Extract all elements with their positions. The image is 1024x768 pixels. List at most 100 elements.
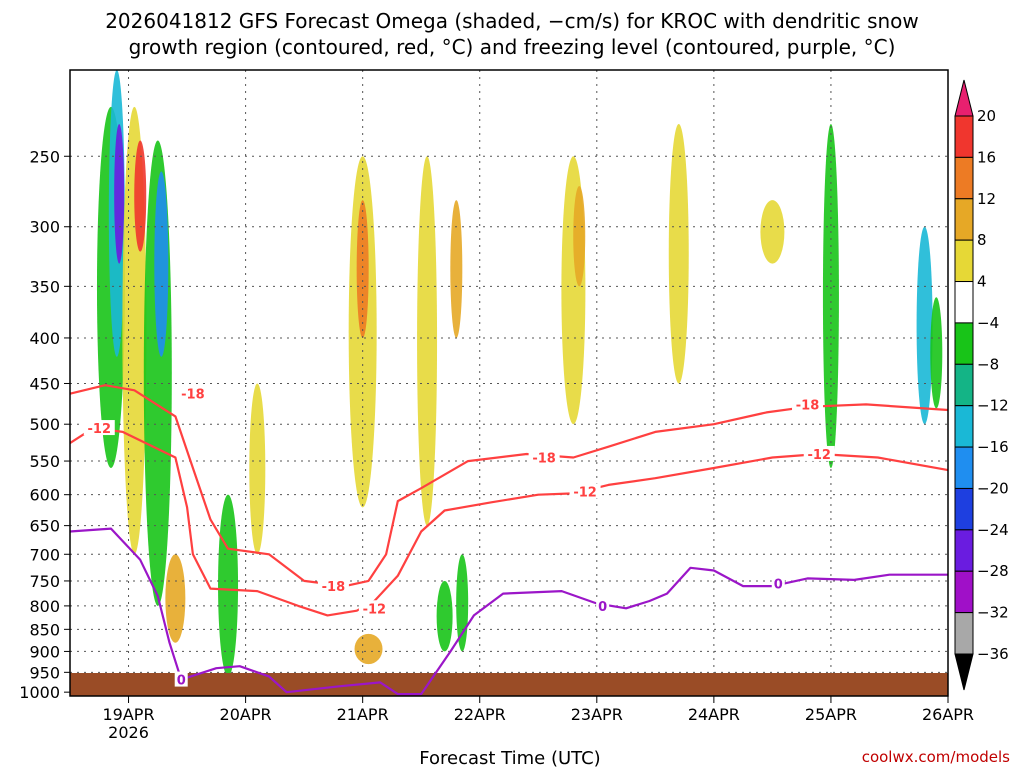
colorbar-top-arrow	[954, 79, 974, 117]
colorbar-segment	[954, 198, 974, 241]
contour-label-bg	[317, 578, 349, 594]
contour-label: -12	[573, 485, 597, 500]
colorbar-segment	[954, 405, 974, 448]
contour-label-bg	[177, 385, 209, 401]
colorbar-segment	[954, 487, 974, 531]
y-tick-label: 450	[29, 374, 60, 393]
y-tick-label: 850	[29, 620, 60, 639]
contour-label: 0	[177, 674, 186, 689]
contour-label-bg	[528, 449, 560, 465]
colorbar-bottom-arrow	[954, 653, 974, 691]
y-tick-label: 800	[29, 597, 60, 616]
contour-label: -18	[796, 398, 820, 413]
omega-shade-15	[436, 580, 453, 652]
terrain-ground	[70, 673, 948, 696]
plot-background	[70, 70, 948, 696]
contour-line--12	[69, 427, 949, 617]
colorbar-segment	[954, 281, 974, 324]
y-tick-label: 750	[29, 572, 60, 591]
colorbar-label: 8	[977, 231, 987, 249]
x-tick-label: 26APR	[922, 705, 974, 724]
omega-shade-11	[356, 200, 369, 338]
y-tick-label: 400	[29, 329, 60, 348]
omega-shade-9	[249, 383, 266, 555]
colorbar-label: −28	[977, 562, 1009, 580]
plot-area: -18 -18 -18 -18 -12 -12 -12 -12 0 0 0	[69, 69, 949, 697]
colorbar-label: −12	[977, 397, 1009, 415]
colorbar: 20 16 12 8 4 −4 −8 −12 −16 −20 −24 −28 −32 −36	[954, 79, 1009, 691]
contour-label: 0	[774, 578, 783, 593]
x-tick-label: 20APR	[220, 705, 272, 724]
y-tick-label: 700	[29, 545, 60, 564]
colorbar-label: 12	[977, 190, 996, 208]
omega-shade-13	[417, 156, 438, 526]
chart-title-line2: growth region (contoured, red, °C) and f…	[129, 35, 896, 59]
colorbar-segment	[954, 612, 974, 655]
colorbar-label: −16	[977, 438, 1009, 456]
contour-label-bg	[569, 483, 601, 499]
x-tick-label: 23APR	[571, 705, 623, 724]
y-tick-label: 950	[29, 663, 60, 682]
omega-shade-6	[154, 171, 169, 357]
contour-label-bg	[803, 445, 835, 461]
omega-shade-2	[114, 124, 125, 264]
omega-shade-7	[165, 554, 186, 643]
contour-label-bg	[83, 420, 115, 436]
omega-shade-23	[930, 297, 943, 409]
contour-label: -12	[88, 422, 112, 437]
x-tick-label: 22APR	[454, 705, 506, 724]
colorbar-label: 4	[977, 273, 987, 291]
colorbar-segment	[954, 115, 974, 158]
colorbar-segment	[954, 529, 974, 572]
colorbar-label: 16	[977, 148, 996, 166]
colorbar-label: −8	[977, 355, 999, 373]
contour-label: -18	[532, 452, 556, 467]
colorbar-segment	[954, 239, 974, 283]
x-tick-label: 19APR	[102, 705, 154, 724]
y-tick-label: 1000	[19, 683, 60, 702]
omega-shade-12	[354, 633, 383, 665]
y-tick-label: 600	[29, 486, 60, 505]
x-tick-sublabel: 2026	[108, 723, 149, 742]
colorbar-label: −36	[977, 645, 1009, 663]
contour-label-bg	[174, 671, 188, 687]
omega-shade-4	[134, 140, 147, 252]
colorbar-label: −4	[977, 314, 999, 332]
contour-label: -18	[181, 388, 205, 403]
colorbar-label: −20	[977, 479, 1009, 497]
x-tick-label: 25APR	[805, 705, 857, 724]
omega-shade-16	[456, 554, 469, 652]
colorbar-label: −24	[977, 521, 1009, 539]
omega-shade-22	[916, 226, 933, 425]
omega-shade-8	[218, 494, 239, 677]
contour-label-bg	[358, 600, 390, 616]
colorbar-label: 20	[977, 107, 996, 125]
y-tick-label: 900	[29, 642, 60, 661]
colorbar-segment	[954, 156, 974, 200]
contour-label-bg	[771, 575, 785, 591]
y-tick-label: 250	[29, 147, 60, 166]
omega-shade-19	[668, 124, 689, 384]
y-tick-label: 500	[29, 415, 60, 434]
credit-text: coolwx.com/models	[862, 748, 1010, 766]
colorbar-segment	[954, 446, 974, 489]
omega-shade-21	[822, 124, 839, 469]
y-tick-label: 550	[29, 452, 60, 471]
contour-label: -12	[807, 448, 831, 463]
colorbar-segment	[954, 322, 974, 365]
x-axis-label: Forecast Time (UTC)	[419, 748, 600, 768]
colorbar-segment	[954, 363, 974, 407]
omega-shade-20	[760, 200, 785, 264]
contour-line--18	[69, 384, 949, 588]
contour-label: -12	[363, 602, 387, 617]
contour-label: 0	[598, 600, 607, 615]
y-tick-label: 350	[29, 277, 60, 296]
y-tick-label: 300	[29, 218, 60, 237]
colorbar-label: −32	[977, 604, 1009, 622]
y-tick-label: 650	[29, 517, 60, 536]
chart-title-line1: 2026041812 GFS Forecast Omega (shaded, −…	[105, 9, 919, 33]
x-tick-label: 21APR	[337, 705, 389, 724]
omega-shade-14	[450, 200, 463, 338]
